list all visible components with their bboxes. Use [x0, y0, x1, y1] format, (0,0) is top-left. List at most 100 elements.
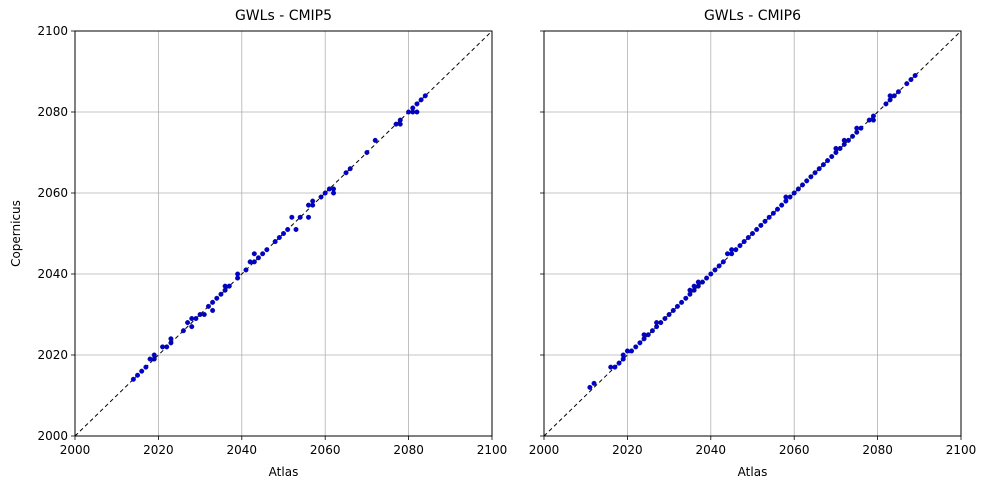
cmip5-data-point — [306, 214, 312, 220]
cmip6-x-tick-label: 2000 — [529, 443, 560, 457]
cmip5-axes-frame — [74, 30, 493, 437]
cmip6-data-point — [724, 251, 730, 257]
cmip6-data-point — [649, 328, 655, 334]
cmip6-x-tick-label: 2040 — [696, 443, 727, 457]
cmip6-data-point — [737, 243, 743, 249]
cmip6-data-point — [829, 154, 835, 160]
cmip5-y-tick-label: 2060 — [37, 186, 68, 200]
cmip6-data-point — [708, 271, 714, 277]
cmip5-data-point — [251, 259, 257, 265]
cmip5-data-point — [151, 352, 157, 358]
cmip6-data-point — [870, 113, 876, 119]
cmip6-data-point — [683, 295, 689, 301]
cmip5-data-point — [143, 364, 149, 370]
cmip6-data-point — [670, 307, 676, 313]
cmip5-data-point — [218, 291, 224, 297]
cmip6-data-point — [883, 101, 889, 107]
cmip6-data-point — [779, 202, 785, 208]
cmip5-data-point — [180, 328, 186, 334]
cmip6-data-point — [733, 247, 739, 253]
cmip5-data-point — [414, 101, 420, 107]
cmip5-data-point — [235, 271, 241, 277]
cmip5-data-point — [255, 255, 261, 261]
cmip6-data-point — [750, 230, 756, 236]
cmip5-y-tick-label: 2040 — [37, 267, 68, 281]
cmip6-data-point — [904, 81, 910, 87]
cmip5-data-point — [318, 194, 324, 200]
cmip6-data-point — [841, 137, 847, 143]
cmip6-data-point — [825, 158, 831, 164]
cmip5-data-point — [201, 312, 207, 318]
cmip6-data-point — [766, 214, 772, 220]
cmip5-data-point — [130, 376, 136, 382]
cmip6-x-axis-label: Atlas — [738, 465, 768, 479]
cmip5-data-point — [260, 251, 266, 257]
cmip6-data-point — [587, 384, 593, 390]
cmip5-points — [130, 93, 428, 382]
cmip5-data-point — [251, 251, 257, 257]
cmip5-data-point — [189, 324, 195, 330]
cmip5-data-point — [189, 316, 195, 322]
cmip6-data-point — [658, 320, 664, 326]
cmip5-data-point — [226, 283, 232, 289]
cmip5-data-point — [422, 93, 428, 99]
cmip6-data-point — [837, 145, 843, 151]
cmip6-data-point — [645, 332, 651, 338]
cmip5-data-point — [372, 137, 378, 143]
cmip5-data-point — [285, 226, 291, 232]
cmip5-data-point — [306, 202, 312, 208]
cmip6-data-point — [729, 247, 735, 253]
cmip6-data-point — [866, 117, 872, 123]
cmip6-points — [587, 73, 918, 390]
cmip6-data-point — [912, 73, 918, 79]
cmip5-data-point — [364, 149, 370, 155]
cmip5-data-point — [397, 121, 403, 127]
cmip5-data-point — [393, 121, 399, 127]
cmip5-x-tick-label: 2100 — [477, 443, 508, 457]
cmip6-data-point — [812, 170, 818, 176]
cmip6-data-point — [787, 194, 793, 200]
cmip6-data-point — [616, 360, 622, 366]
cmip5-data-point — [164, 344, 170, 350]
cmip5-x-tick-label: 2020 — [143, 443, 174, 457]
cmip5-y-tick-label: 2020 — [37, 348, 68, 362]
cmip6-data-point — [629, 348, 635, 354]
cmip5-x-tick-label: 2040 — [227, 443, 258, 457]
cmip6-data-point — [741, 239, 747, 245]
cmip6-x-tick-label: 2080 — [862, 443, 893, 457]
cmip5-x-tick-label: 2080 — [393, 443, 424, 457]
cmip6-data-point — [762, 218, 768, 224]
cmip6-data-point — [887, 93, 893, 99]
cmip6-data-point — [687, 287, 693, 293]
cmip6-data-point — [804, 178, 810, 184]
cmip6-data-point — [895, 89, 901, 95]
cmip5-y-ticks: 2000 2020 2040 2060 2080 2100 — [37, 24, 75, 443]
cmip5-data-point — [222, 283, 228, 289]
cmip5-data-point — [247, 259, 253, 265]
cmip5-title: GWLs - CMIP5 — [235, 8, 332, 24]
cmip5-data-point — [331, 190, 337, 196]
cmip6-data-point — [695, 279, 701, 285]
cmip5-y-tick-label: 2100 — [37, 24, 68, 38]
cmip5-data-point — [139, 368, 145, 374]
cmip5-data-point — [326, 186, 332, 192]
cmip6-data-point — [845, 137, 851, 143]
cmip5-data-point — [210, 307, 216, 313]
cmip6-x-tick-label: 2020 — [612, 443, 643, 457]
cmip6-data-point — [674, 303, 680, 309]
cmip6-data-point — [620, 352, 626, 358]
cmip5-data-point — [293, 226, 299, 232]
cmip5-data-point — [414, 109, 420, 115]
cmip6-data-point — [833, 145, 839, 151]
cmip6-data-point — [791, 190, 797, 196]
cmip6-data-point — [820, 162, 826, 168]
cmip6-x-ticks: 2000 2020 2040 2060 2080 2100 — [529, 436, 976, 457]
cmip6-x-tick-label: 2060 — [779, 443, 810, 457]
cmip6-data-point — [795, 186, 801, 192]
cmip6-data-point — [666, 312, 672, 318]
cmip6-title: GWLs - CMIP6 — [704, 8, 801, 24]
cmip6-data-point — [637, 340, 643, 346]
cmip5-data-point — [418, 97, 424, 103]
